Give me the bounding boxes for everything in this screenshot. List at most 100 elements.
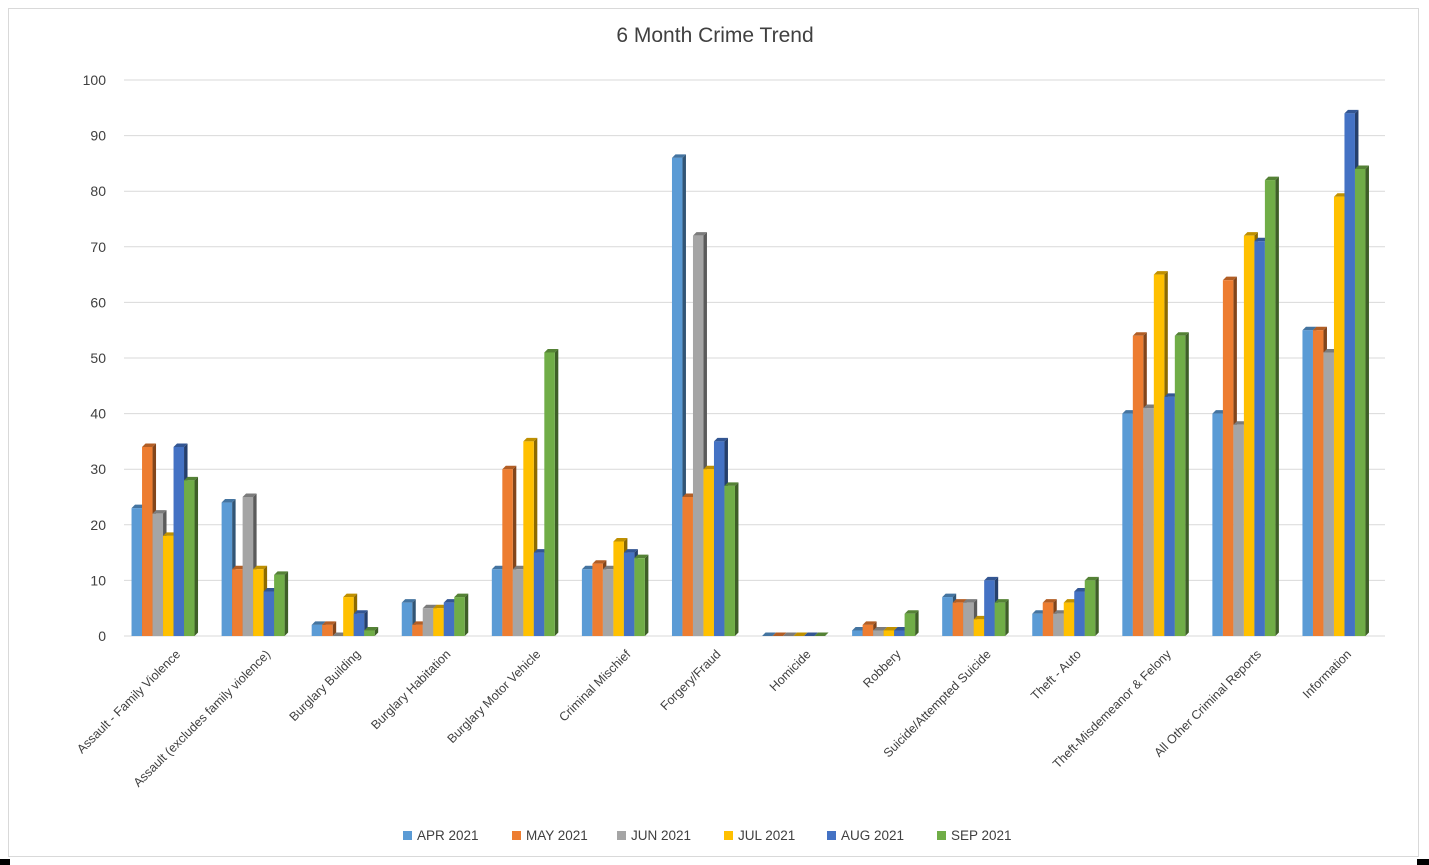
bar-top: [814, 632, 829, 636]
x-tick-label: Suicide/Attempted Suicide: [881, 647, 994, 760]
bar-top: [311, 621, 326, 625]
bar-front: [131, 508, 143, 636]
bar-top: [963, 599, 978, 603]
bar-front: [613, 541, 624, 636]
bar-front: [401, 602, 413, 636]
bar-top: [772, 632, 787, 636]
legend-label: AUG 2021: [841, 828, 904, 843]
legend-label: JUN 2021: [631, 828, 691, 843]
bar: [724, 482, 739, 636]
legend-item: JUN 2021: [617, 828, 691, 843]
bar-front: [963, 602, 974, 636]
bar-top: [883, 626, 898, 631]
y-tick-label: 30: [90, 461, 106, 477]
bar-top: [671, 154, 686, 158]
bar-top: [353, 610, 368, 614]
bar-top: [862, 621, 877, 625]
bar: [184, 476, 199, 636]
bar-top: [523, 437, 538, 442]
bar-front: [883, 630, 895, 636]
x-tick-label: Criminal Mischief: [556, 647, 634, 725]
chart-title: 6 Month Crime Trend: [616, 24, 813, 47]
bar-front: [1312, 330, 1324, 636]
bar-front: [163, 535, 174, 636]
bar-top: [152, 510, 167, 514]
bar-front: [1084, 580, 1096, 636]
legend-swatch: [617, 831, 626, 840]
bar-front: [232, 569, 243, 636]
x-tick-label: Burglary Habitation: [368, 647, 453, 732]
bar-front: [1344, 113, 1355, 637]
bar-front: [942, 597, 953, 636]
bar: [634, 554, 649, 636]
bar: [793, 632, 808, 636]
bar-side: [734, 482, 739, 636]
bar: [274, 571, 289, 636]
y-tick-label: 80: [90, 183, 106, 199]
bar-front: [322, 624, 333, 636]
y-tick-label: 50: [90, 350, 106, 366]
x-tick-label: Burglary Motor Vehicle: [445, 647, 544, 746]
bar: [322, 621, 337, 636]
bar-front: [184, 480, 195, 636]
legend-swatch: [512, 831, 521, 840]
bar-top: [592, 560, 607, 564]
y-tick-label: 0: [98, 628, 106, 644]
gridlines: [124, 79, 1385, 637]
bar-front: [952, 602, 964, 636]
legend-item: APR 2021: [403, 828, 479, 843]
bar-side: [464, 593, 469, 636]
bar: [364, 626, 379, 636]
bar-front: [544, 352, 555, 636]
bar-front: [1243, 235, 1255, 636]
bar-top: [142, 443, 157, 447]
bar-front: [602, 569, 614, 636]
bar-front: [152, 513, 164, 636]
bar: [814, 632, 829, 636]
bar-top: [942, 593, 957, 598]
x-tick-label: Robbery: [860, 647, 904, 691]
bar-front: [422, 608, 434, 636]
bar-front: [523, 441, 534, 636]
legend-item: JUL 2021: [724, 828, 795, 843]
bar-top: [1312, 326, 1327, 331]
bar-front: [994, 602, 1006, 636]
x-tick-label: Theft - Auto: [1028, 647, 1084, 703]
bar-front: [512, 569, 524, 636]
bar-front: [1212, 413, 1223, 636]
x-tick-label: Information: [1300, 647, 1354, 701]
bar-front: [1032, 613, 1043, 636]
bar-side: [554, 348, 559, 636]
legend-label: SEP 2021: [951, 828, 1012, 843]
bar-top: [544, 348, 559, 353]
legend-item: MAY 2021: [512, 828, 588, 843]
legend-swatch: [403, 831, 412, 840]
bar-side: [1095, 576, 1099, 636]
legend: APR 2021 MAY 2021 JUN 2021 JUL 2021 AUG 2021…: [403, 828, 1012, 843]
bar-front: [1323, 352, 1334, 636]
bar-front: [1042, 602, 1054, 636]
legend-swatch: [827, 831, 836, 840]
bar-front: [984, 580, 995, 636]
bar: [994, 599, 1009, 636]
bar-top: [623, 549, 638, 553]
bar-front: [253, 569, 264, 636]
bar-front: [973, 619, 985, 636]
bar-top: [762, 632, 777, 636]
legend-swatch: [724, 831, 733, 840]
bar: [1174, 332, 1189, 636]
bar-front: [1164, 396, 1175, 636]
bar: [762, 632, 777, 636]
bar-front: [1233, 424, 1244, 636]
bar-front: [1333, 196, 1345, 636]
bar-top: [364, 626, 379, 631]
x-tick-label: Homicide: [767, 647, 814, 694]
legend-label: MAY 2021: [526, 828, 588, 843]
bar-top: [173, 443, 188, 447]
bar-top: [322, 621, 337, 625]
bar-top: [274, 571, 289, 575]
bar-top: [873, 626, 888, 631]
bar-front: [592, 563, 603, 636]
bar-top: [783, 632, 798, 636]
